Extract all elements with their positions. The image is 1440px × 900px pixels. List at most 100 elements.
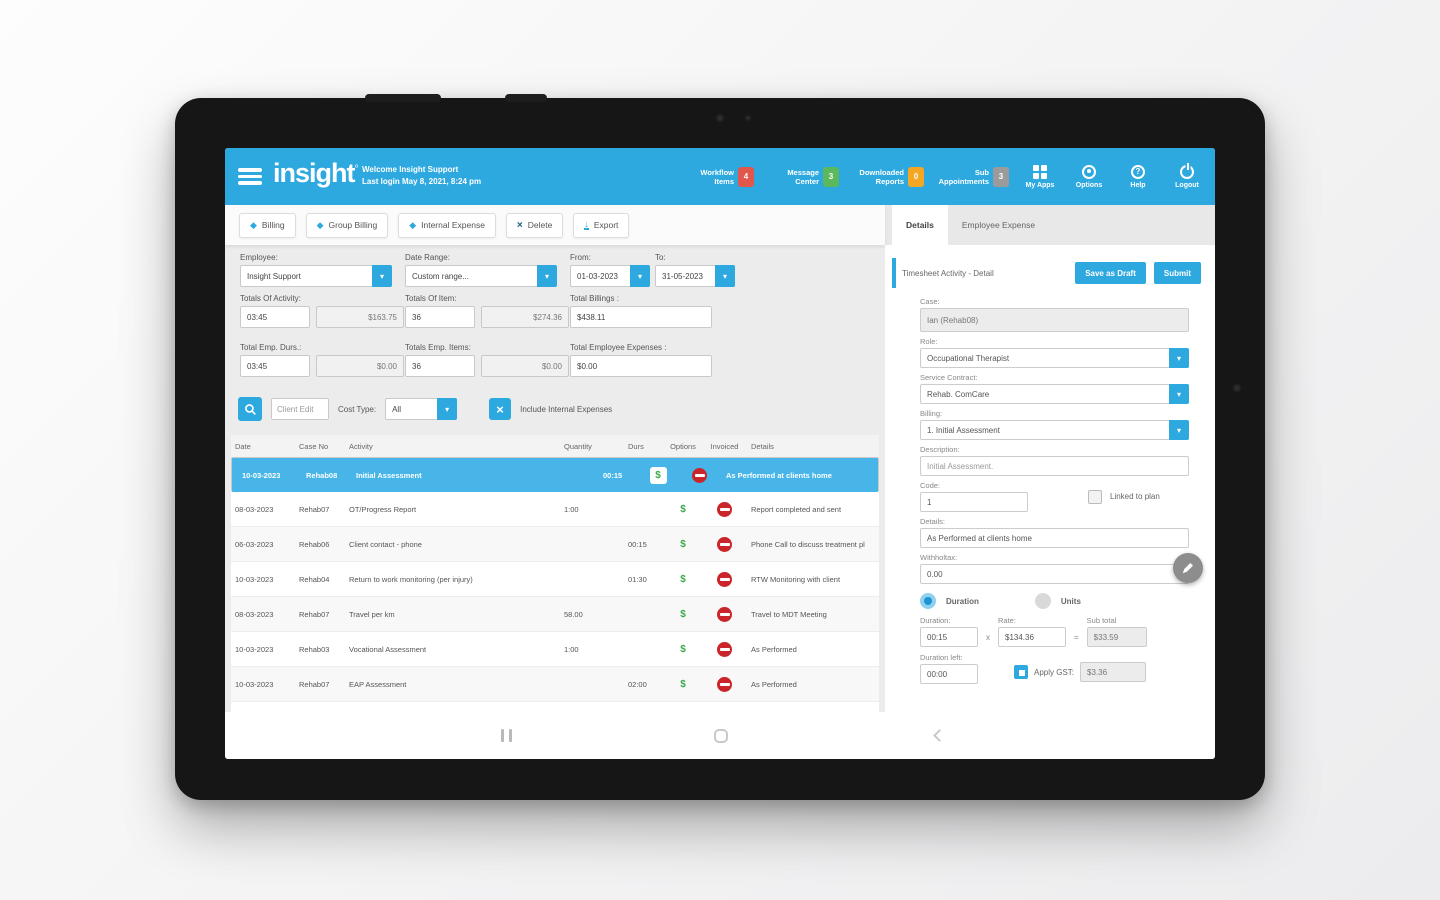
chevron-down-icon: ▾ xyxy=(437,398,458,420)
submit-button[interactable]: Submit xyxy=(1153,262,1201,284)
apps-grid-icon xyxy=(1033,164,1047,179)
service-contract-select[interactable]: Rehab. ComCare ▾ xyxy=(920,384,1189,404)
save-as-draft-button[interactable]: Save as Draft xyxy=(1075,262,1146,284)
chevron-down-icon: ▾ xyxy=(537,265,557,287)
dollar-icon[interactable]: $ xyxy=(680,573,686,585)
from-date-picker[interactable]: 01-03-2023 ▾ xyxy=(570,265,650,287)
duration-radio[interactable] xyxy=(920,593,936,609)
nav-workflow-items[interactable]: Workflow Items 4 xyxy=(682,166,754,187)
tablet-power-button xyxy=(505,94,547,102)
dollar-icon[interactable]: $ xyxy=(680,643,686,655)
table-row[interactable]: 10-03-2023 Rehab07 EAP Assessment 02:00 … xyxy=(231,667,879,702)
home-icon[interactable] xyxy=(714,729,728,743)
employee-select[interactable]: Insight Support ▾ xyxy=(240,265,392,287)
totals-item-amount-field: $274.36 xyxy=(481,306,569,328)
not-invoiced-icon[interactable] xyxy=(717,536,732,552)
duration-left-field[interactable]: 00:00 xyxy=(920,664,978,684)
details-field[interactable]: As Performed at clients home xyxy=(920,528,1189,548)
dollar-icon[interactable]: $ xyxy=(680,503,686,515)
billing-button[interactable]: ◆ Billing xyxy=(239,212,296,238)
welcome-line: Welcome Insight Support xyxy=(362,165,459,174)
table-row[interactable]: 08-03-2023 Rehab07 Travel per km 58.00 $… xyxy=(231,597,879,632)
to-date-picker[interactable]: 31-05-2023 ▾ xyxy=(655,265,735,287)
app-header: insight° Welcome Insight Support Last lo… xyxy=(225,148,1215,205)
export-download-icon: ↓ xyxy=(584,219,589,230)
front-camera-icon xyxy=(716,114,724,122)
description-field[interactable]: Initial Assessment. xyxy=(920,456,1189,476)
table-row-selected[interactable]: 10-03-2023 Rehab08 Initial Assessment 00… xyxy=(231,457,879,492)
duration-field[interactable]: 00:15 xyxy=(920,627,978,647)
dollar-icon[interactable]: $ xyxy=(680,678,686,690)
not-invoiced-icon[interactable] xyxy=(717,641,732,657)
not-invoiced-icon[interactable] xyxy=(717,571,732,587)
total-emp-durs: Total Emp. Durs.: 03:45 $0.00 xyxy=(240,343,404,377)
nav-message-center[interactable]: Message Center 3 xyxy=(767,166,839,187)
delete-icon: × xyxy=(516,219,523,231)
table-row[interactable]: 08-03-2023 Rehab07 OT/Progress Report 1:… xyxy=(231,492,879,527)
date-range-select[interactable]: Custom range... ▾ xyxy=(405,265,557,287)
not-invoiced-icon[interactable] xyxy=(717,676,732,692)
sub-appointments-badge: 3 xyxy=(993,166,1009,187)
panel-title: Timesheet Activity - Detail xyxy=(902,268,994,278)
help-button[interactable]: ? Help xyxy=(1130,164,1146,189)
include-internal-checkbox[interactable]: × xyxy=(489,398,512,420)
close-icon: × xyxy=(496,401,504,417)
cost-type-select[interactable]: All ▾ xyxy=(385,398,458,420)
gst-amount-field: $3.36 xyxy=(1080,662,1147,682)
table-row[interactable]: 10-03-2023 Rehab03 Vocational Assessment… xyxy=(231,632,879,667)
dollar-icon[interactable]: $ xyxy=(680,538,686,550)
my-apps-button[interactable]: My Apps xyxy=(1022,164,1058,189)
table-row[interactable]: 10-03-2023 Rehab04 Return to work monito… xyxy=(231,562,879,597)
edit-fab-button[interactable] xyxy=(1173,553,1203,583)
search-input[interactable] xyxy=(271,398,329,420)
delete-button[interactable]: × Delete xyxy=(505,212,564,238)
logout-button[interactable]: Logout xyxy=(1169,162,1205,189)
detail-panel: Timesheet Activity - Detail Save as Draf… xyxy=(885,245,1215,712)
totals-activity-durs-field[interactable]: 03:45 xyxy=(240,306,310,328)
not-invoiced-icon[interactable] xyxy=(717,606,732,622)
details-label: Details: xyxy=(920,517,946,526)
group-billing-button[interactable]: ◆ Group Billing xyxy=(305,212,389,238)
table-row[interactable]: 06-03-2023 Rehab06 Client contact - phon… xyxy=(231,527,879,562)
tab-employee-expense[interactable]: Employee Expense xyxy=(961,220,1036,230)
nav-sub-appointments[interactable]: Sub Appointments 3 xyxy=(937,166,1009,187)
welcome-text: Welcome Insight Support Last login May 8… xyxy=(362,164,481,188)
billing-options-button[interactable]: $ xyxy=(649,466,667,484)
tab-details[interactable]: Details xyxy=(892,205,948,245)
dollar-icon[interactable]: $ xyxy=(680,608,686,620)
totals-item-count-field[interactable]: 36 xyxy=(405,306,475,328)
rate-field[interactable]: $134.36 xyxy=(998,627,1066,647)
panel-tabs: Details Employee Expense xyxy=(885,205,1215,245)
export-button[interactable]: ↓ Export xyxy=(573,212,630,238)
rate-label: Rate: xyxy=(998,616,1016,625)
app-logo: insight° xyxy=(273,158,359,188)
billing-select[interactable]: 1. Initial Assessment ▾ xyxy=(920,420,1189,440)
back-icon[interactable] xyxy=(933,729,946,742)
units-radio[interactable] xyxy=(1034,593,1051,609)
total-emp-durs-field[interactable]: 03:45 xyxy=(240,355,310,377)
recent-apps-icon[interactable] xyxy=(501,729,512,742)
linked-to-plan-checkbox[interactable] xyxy=(1088,489,1102,504)
menu-icon[interactable] xyxy=(238,168,262,185)
chevron-down-icon: ▾ xyxy=(372,265,392,287)
totals-emp-items-count-field[interactable]: 36 xyxy=(405,355,475,377)
total-emp-expenses-field: $0.00 xyxy=(570,355,712,377)
role-select[interactable]: Occupational Therapist ▾ xyxy=(920,348,1189,368)
app-screen: insight° Welcome Insight Support Last lo… xyxy=(225,148,1215,759)
nav-downloaded-reports[interactable]: Downloaded Reports 0 xyxy=(852,166,924,187)
not-invoiced-icon[interactable] xyxy=(717,501,732,517)
search-button[interactable] xyxy=(238,397,262,421)
internal-expense-button[interactable]: ◆ Internal Expense xyxy=(398,212,496,238)
options-button[interactable]: Options xyxy=(1071,164,1107,189)
totals-activity: Totals Of Activity: 03:45 $163.75 xyxy=(240,294,404,328)
duration-radio-label: Duration xyxy=(946,596,979,606)
chevron-down-icon: ▾ xyxy=(1169,420,1189,440)
withholtax-label: Withholtax: xyxy=(920,553,958,562)
not-invoiced-icon[interactable] xyxy=(692,467,707,483)
code-field[interactable]: 1 xyxy=(920,492,1028,512)
workflow-items-badge: 4 xyxy=(738,166,754,187)
withholtax-field[interactable]: 0.00 xyxy=(920,564,1189,584)
total-emp-durs-amount-field: $0.00 xyxy=(316,355,404,377)
apply-gst-checkbox[interactable] xyxy=(1014,665,1028,679)
toolbar: ◆ Billing ◆ Group Billing ◆ Internal Exp… xyxy=(225,205,885,245)
